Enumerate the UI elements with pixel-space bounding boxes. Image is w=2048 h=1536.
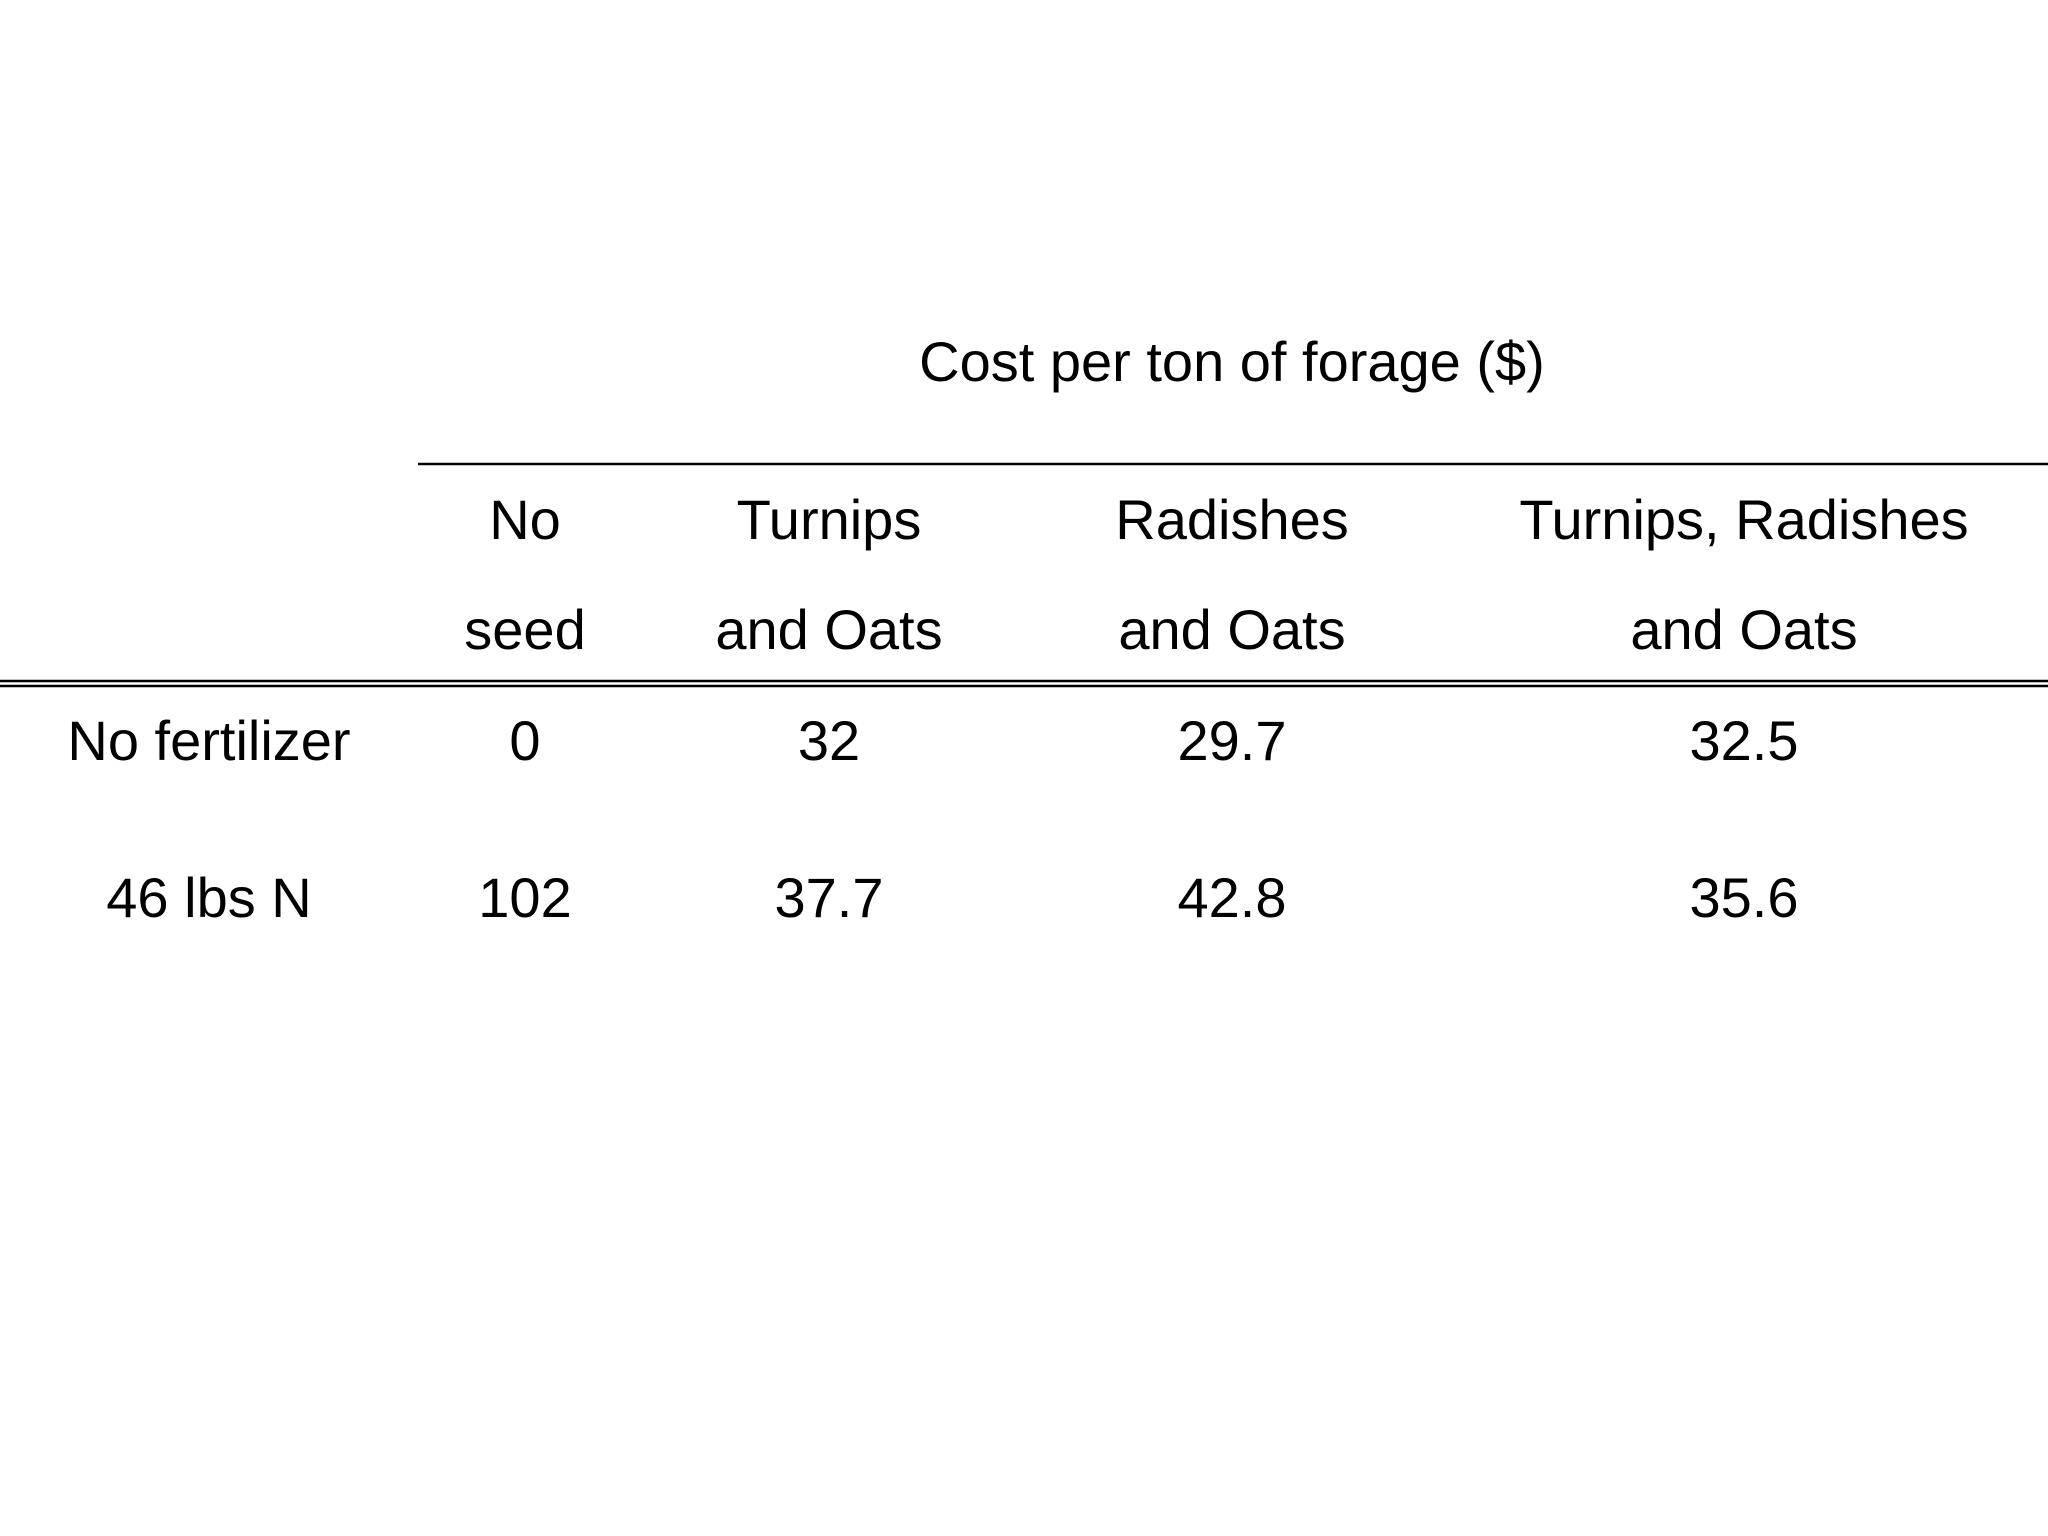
column-header: seed	[464, 598, 585, 661]
column-header: and Oats	[1118, 598, 1345, 661]
cell: 35.6	[1690, 866, 1799, 929]
column-header: Turnips	[737, 488, 922, 551]
cell: 37.7	[775, 866, 884, 929]
column-header: Turnips, Radishes	[1519, 488, 1968, 551]
row-label: No fertilizer	[67, 709, 350, 772]
cell: 32.5	[1690, 709, 1799, 772]
table-title: Cost per ton of forage ($)	[919, 330, 1545, 393]
column-header: Radishes	[1115, 488, 1348, 551]
cell: 0	[509, 709, 540, 772]
cell: 42.8	[1178, 866, 1287, 929]
row-label: 46 lbs N	[106, 866, 311, 929]
column-header: and Oats	[1630, 598, 1857, 661]
column-header: No	[489, 488, 561, 551]
column-header: and Oats	[715, 598, 942, 661]
cell: 102	[478, 866, 571, 929]
cell: 32	[798, 709, 860, 772]
cell: 29.7	[1178, 709, 1287, 772]
